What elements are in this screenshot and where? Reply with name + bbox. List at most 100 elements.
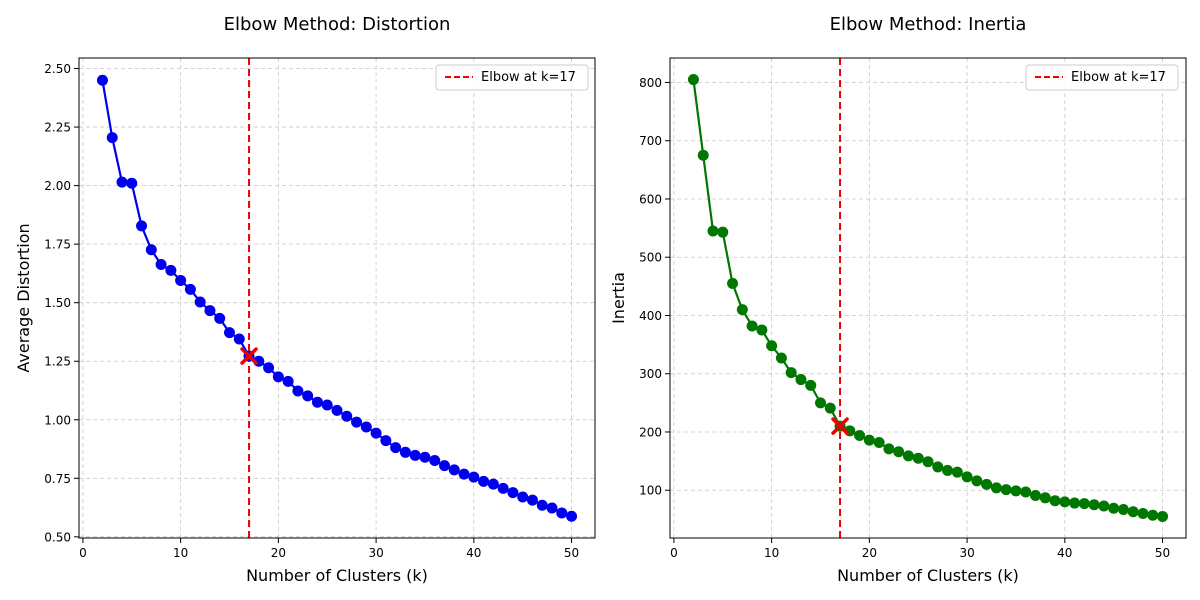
distortion-data-point bbox=[390, 442, 402, 454]
inertia-data-point bbox=[912, 452, 924, 464]
distortion-data-point bbox=[233, 333, 245, 345]
distortion-elbow-marker-group bbox=[240, 347, 258, 365]
distortion-data-point bbox=[331, 404, 343, 416]
distortion-data-point bbox=[224, 327, 235, 339]
inertia-data-point bbox=[805, 379, 817, 391]
distortion-legend: Elbow at k=17 bbox=[435, 64, 589, 91]
inertia-data-point bbox=[942, 464, 954, 476]
inertia-data-point bbox=[1059, 496, 1071, 508]
distortion-data-point bbox=[311, 396, 323, 408]
distortion-x-axis-label: Number of Clusters (k) bbox=[246, 566, 428, 585]
inertia-y-tick-label: 800 bbox=[639, 76, 662, 90]
distortion-y-tick-label: 0.50 bbox=[44, 530, 71, 544]
inertia-data-point bbox=[1078, 498, 1090, 510]
inertia-data-point bbox=[1020, 486, 1032, 498]
inertia-data-point bbox=[824, 402, 836, 414]
distortion-grid bbox=[79, 58, 595, 538]
inertia-x-tick-label: 50 bbox=[1155, 546, 1170, 560]
distortion-elbow-x-marker bbox=[240, 347, 258, 365]
distortion-data-point bbox=[184, 283, 196, 295]
distortion-y-tick-label: 0.75 bbox=[44, 472, 71, 486]
inertia-y-axis-label: Inertia bbox=[609, 272, 628, 324]
distortion-data-point bbox=[448, 464, 460, 476]
inertia-elbow-x-stroke bbox=[831, 417, 849, 435]
distortion-data-point bbox=[526, 494, 538, 506]
distortion-data-point bbox=[136, 220, 148, 232]
distortion-data-point bbox=[458, 468, 470, 480]
distortion-y-tick-label: 1.75 bbox=[44, 238, 71, 252]
inertia-legend-box bbox=[1025, 64, 1179, 91]
inertia-x-tick-label: 40 bbox=[1057, 546, 1072, 560]
inertia-data-point bbox=[873, 436, 885, 448]
distortion-data-point bbox=[380, 435, 392, 447]
inertia-x-tick-label: 0 bbox=[670, 546, 678, 560]
inertia-data-point bbox=[707, 225, 719, 237]
inertia-data-point bbox=[795, 374, 807, 386]
inertia-data-point bbox=[883, 443, 895, 455]
inertia-data-point bbox=[990, 482, 1002, 494]
distortion-data-point bbox=[272, 371, 284, 383]
inertia-data-point bbox=[1010, 485, 1022, 497]
inertia-data-point bbox=[717, 226, 729, 238]
inertia-data-point bbox=[863, 434, 875, 446]
inertia-x-axis-label: Number of Clusters (k) bbox=[837, 566, 1019, 585]
inertia-elbow-x-marker bbox=[831, 417, 849, 435]
distortion-data-point bbox=[546, 502, 558, 514]
distortion-data-point bbox=[468, 471, 480, 483]
inertia-chart: Elbow Method: Inertia 0 10 20 30 40 50 10 0 200… bbox=[609, 14, 1187, 585]
inertia-data-point bbox=[766, 340, 778, 352]
inertia-data-point bbox=[1088, 499, 1100, 511]
distortion-data-point bbox=[214, 312, 226, 324]
inertia-x-tick-label: 20 bbox=[862, 546, 877, 560]
distortion-y-tick-label: 2.25 bbox=[44, 121, 71, 135]
distortion-series bbox=[96, 74, 578, 522]
inertia-data-point bbox=[971, 475, 983, 487]
inertia-data-point bbox=[1117, 503, 1129, 515]
inertia-data-point bbox=[1049, 495, 1061, 507]
inertia-elbow-marker-group bbox=[831, 417, 849, 435]
distortion-data-point bbox=[351, 416, 363, 428]
inertia-data-point bbox=[1039, 492, 1051, 504]
distortion-data-point bbox=[360, 421, 372, 433]
inertia-y-ticks: 100 200 300 400 500 600 700 800 bbox=[639, 76, 670, 498]
distortion-data-point bbox=[175, 274, 187, 286]
inertia-y-tick-label: 200 bbox=[639, 425, 662, 439]
distortion-data-point bbox=[126, 177, 138, 189]
distortion-data-point bbox=[282, 375, 294, 387]
distortion-data-point bbox=[165, 264, 177, 276]
inertia-x-tick-label: 30 bbox=[959, 546, 974, 560]
inertia-data-point bbox=[1108, 502, 1120, 514]
inertia-x-ticks: 0 10 20 30 40 50 bbox=[670, 538, 1170, 560]
inertia-grid bbox=[670, 58, 1186, 538]
distortion-data-point bbox=[370, 427, 382, 439]
inertia-data-point bbox=[727, 277, 739, 289]
inertia-data-point bbox=[736, 304, 748, 316]
inertia-y-tick-label: 500 bbox=[639, 251, 662, 265]
inertia-data-point bbox=[893, 446, 905, 458]
distortion-data-point bbox=[429, 454, 441, 466]
inertia-data-point bbox=[697, 149, 709, 161]
inertia-data-point bbox=[1127, 506, 1139, 518]
inertia-data-point bbox=[775, 352, 787, 364]
distortion-x-tick-label: 0 bbox=[79, 546, 87, 560]
inertia-chart-title: Elbow Method: Inertia bbox=[830, 14, 1027, 35]
distortion-y-tick-label: 2.00 bbox=[44, 179, 71, 193]
distortion-series-line bbox=[101, 80, 572, 518]
inertia-data-point bbox=[1157, 510, 1169, 522]
distortion-y-tick-label: 1.50 bbox=[44, 296, 71, 310]
distortion-data-point bbox=[106, 132, 118, 144]
distortion-x-ticks: 0 10 20 30 40 50 bbox=[79, 538, 579, 560]
distortion-data-point bbox=[155, 259, 167, 271]
inertia-data-point bbox=[1069, 497, 1081, 509]
inertia-y-tick-label: 300 bbox=[639, 367, 662, 381]
distortion-data-point bbox=[556, 507, 568, 519]
inertia-data-point bbox=[981, 478, 993, 490]
distortion-data-point bbox=[263, 362, 275, 374]
distortion-plot-frame bbox=[78, 57, 596, 539]
inertia-x-tick-label: 10 bbox=[764, 546, 779, 560]
distortion-legend-box bbox=[435, 64, 589, 91]
distortion-y-tick-label: 2.50 bbox=[44, 62, 71, 76]
distortion-data-point bbox=[566, 510, 578, 522]
inertia-data-point bbox=[756, 324, 768, 336]
distortion-data-point bbox=[507, 487, 519, 499]
